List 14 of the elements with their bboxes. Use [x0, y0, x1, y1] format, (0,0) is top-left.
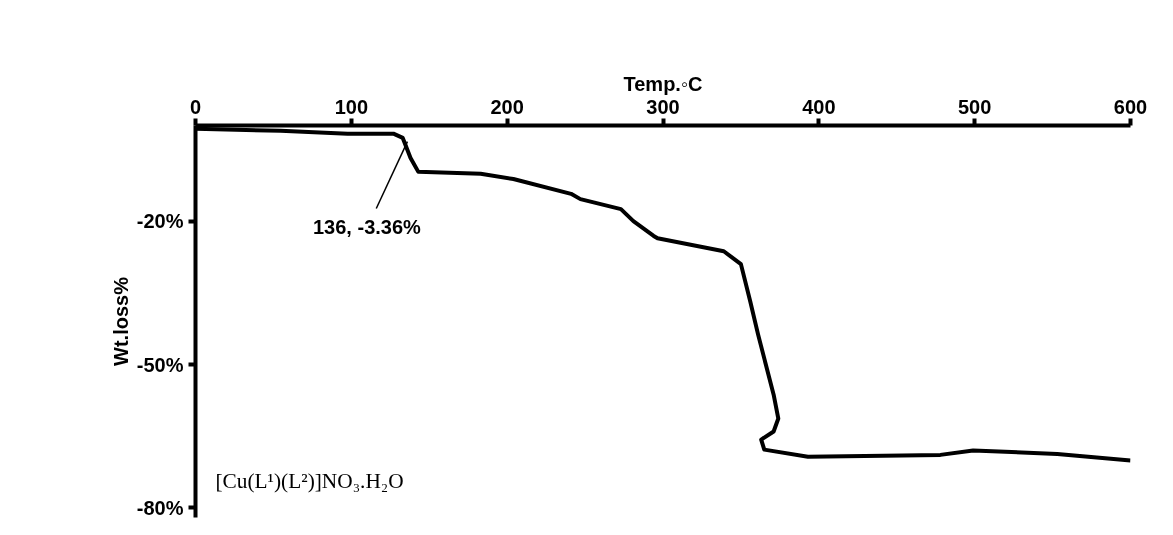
annotation: [Cu(L¹)(L²)]NO₃.H₂O — [215, 468, 404, 493]
x-tick-label: 100 — [334, 95, 369, 118]
y-tick-label: -80% — [136, 496, 184, 519]
y-axis-title: Wt.loss% — [109, 276, 132, 366]
x-tick-label: 500 — [957, 95, 992, 118]
x-tick-label: 300 — [646, 95, 680, 118]
annotation: 136, -3.36% — [312, 215, 422, 238]
x-tick-label: 600 — [1113, 95, 1148, 118]
x-tick-label: 0 — [189, 95, 202, 118]
x-tick-label: 400 — [802, 95, 836, 118]
x-axis-title: Temp.◦C — [623, 72, 703, 95]
y-tick-label: -20% — [136, 210, 184, 233]
x-tick-label: 200 — [490, 95, 524, 118]
y-tick-label: -50% — [136, 353, 184, 376]
